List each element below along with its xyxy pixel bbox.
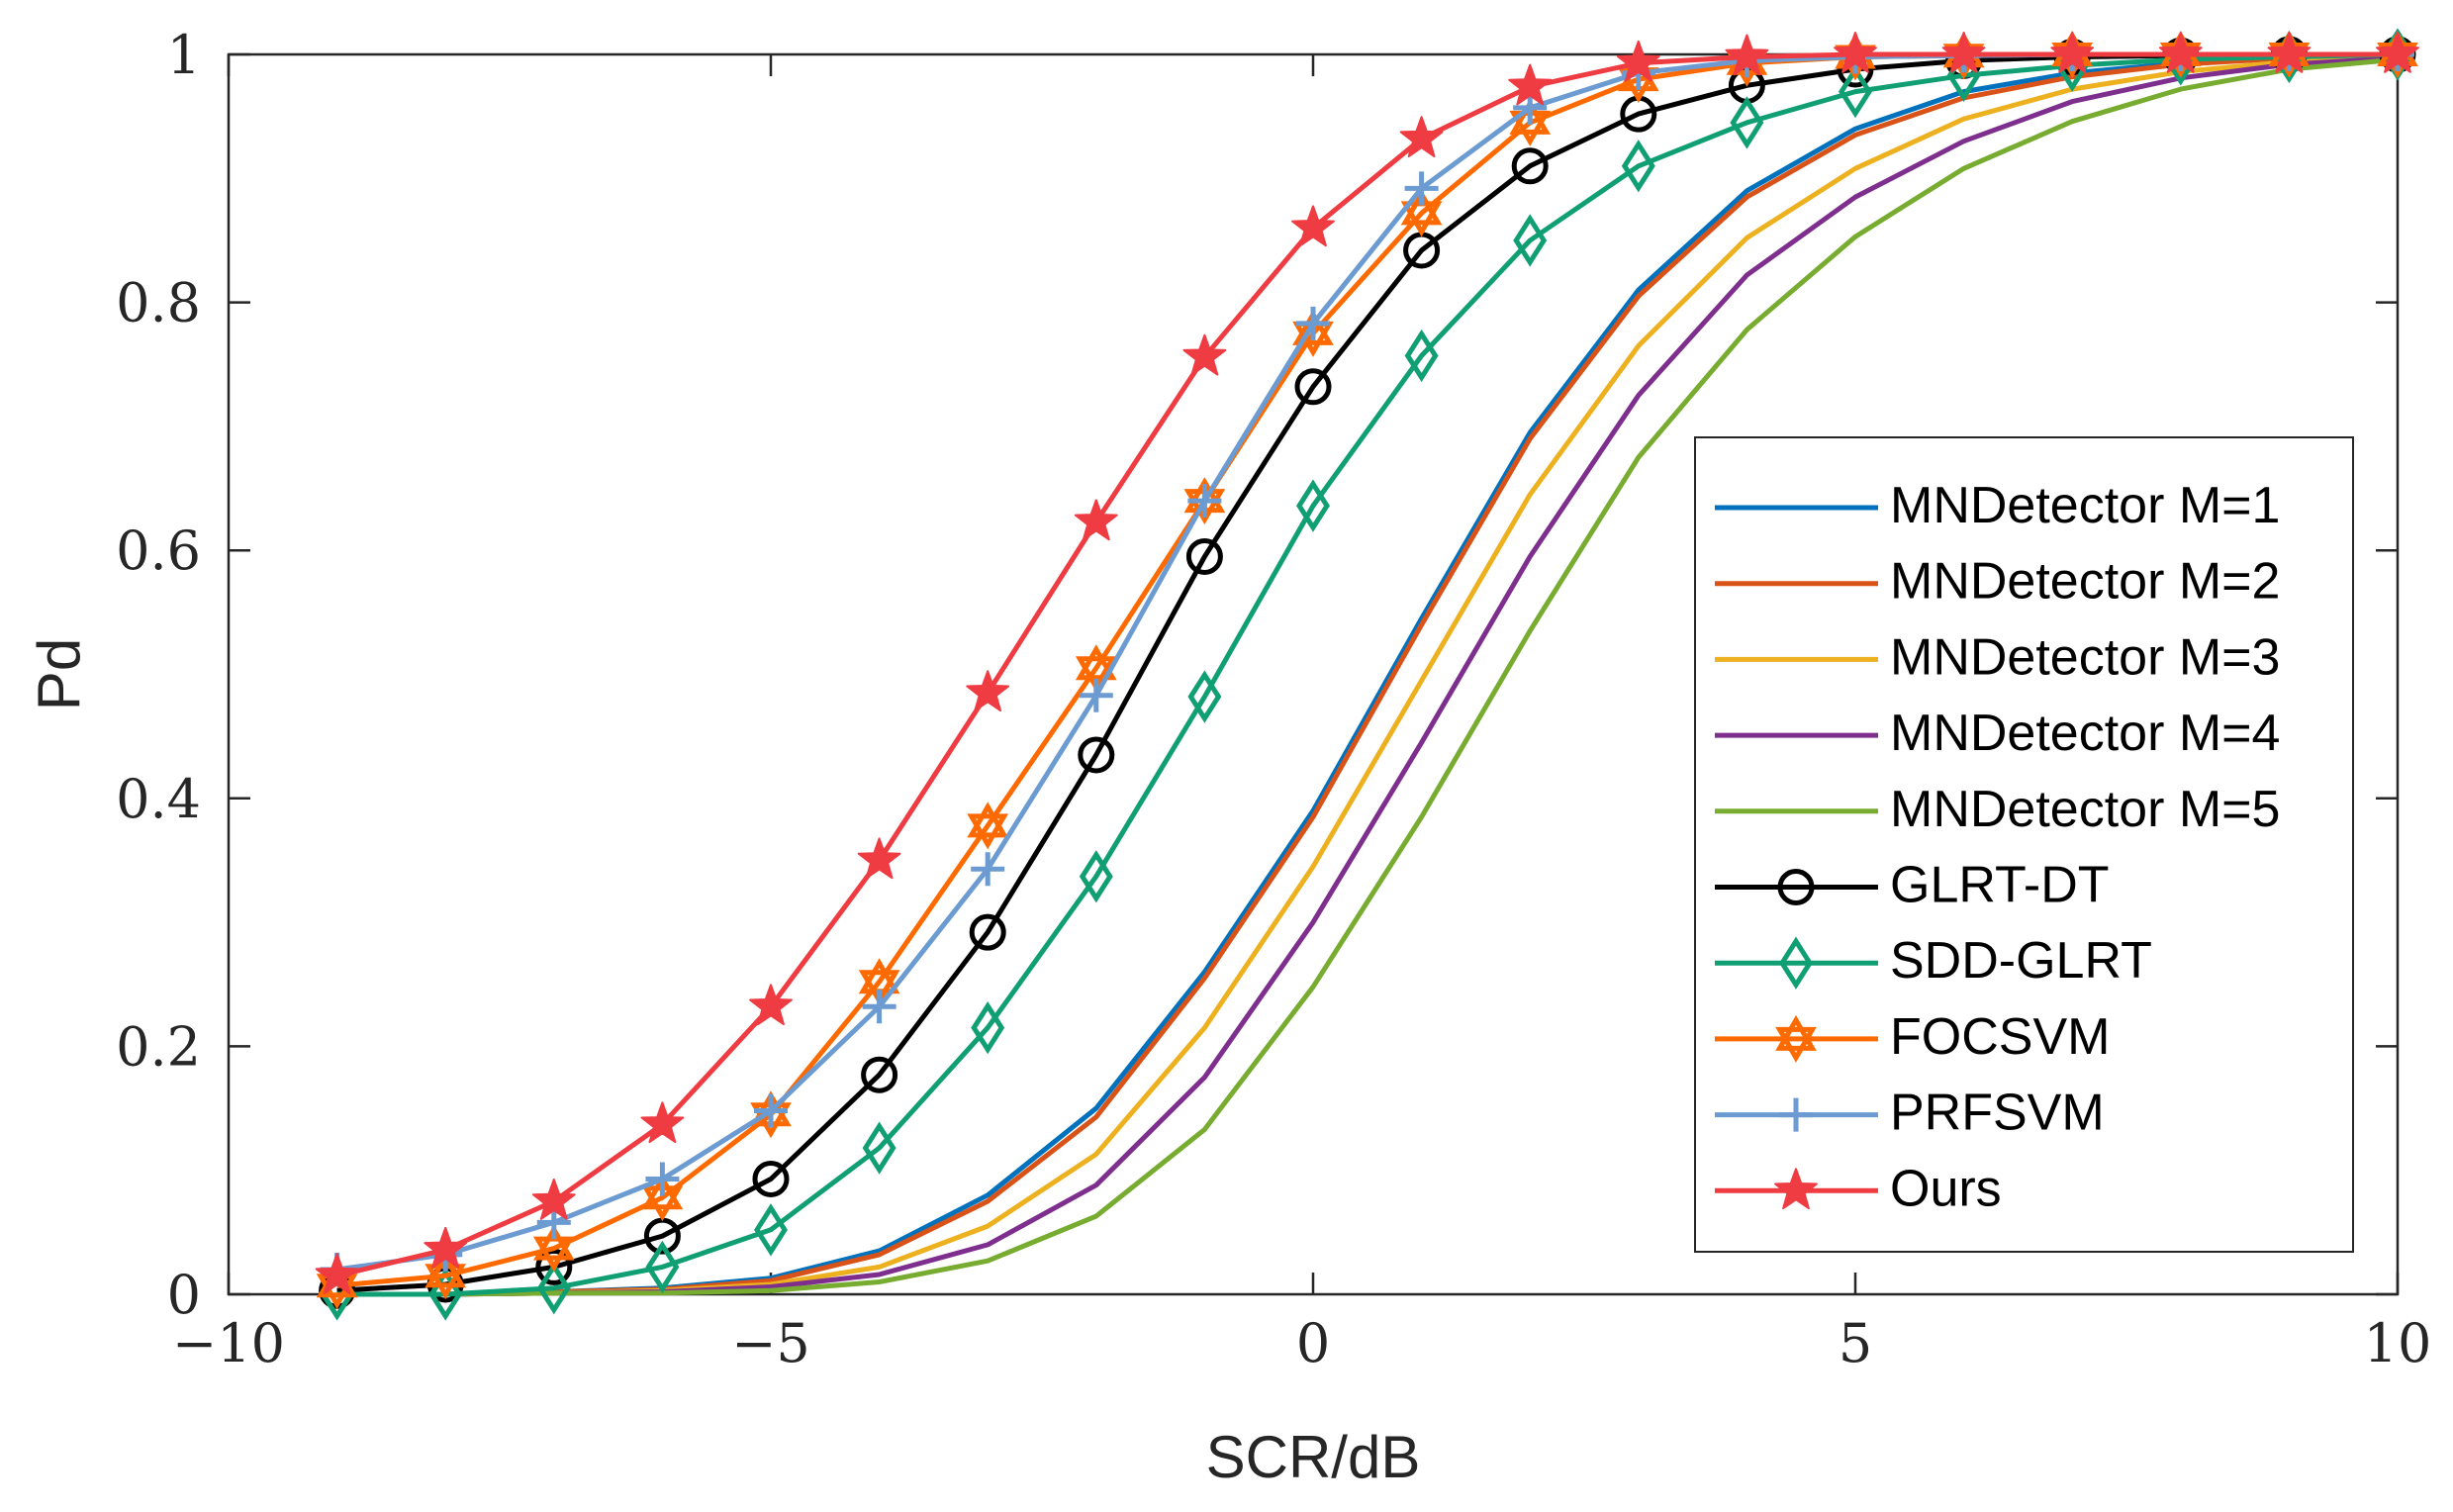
data-point-glrt-dt xyxy=(969,913,1006,951)
legend-item-ours: Ours xyxy=(1715,1160,2002,1217)
legend-item-focsvm: FOCSVM xyxy=(1715,1008,2110,1066)
data-point-sdd-glrt xyxy=(1296,479,1330,532)
data-point-sdd-glrt xyxy=(754,1203,788,1257)
data-point-sdd-glrt xyxy=(645,1240,680,1294)
data-point-glrt-dt xyxy=(1185,537,1223,575)
y-tick-label: 0.6 xyxy=(116,520,201,582)
data-point-sdd-glrt xyxy=(1513,214,1548,267)
y-tick-label: 0.8 xyxy=(116,272,201,334)
series-line-ours xyxy=(336,51,2398,1278)
data-point-ours xyxy=(1834,32,1877,73)
data-point-ours xyxy=(857,837,901,880)
x-tick-label: 10 xyxy=(2364,1312,2432,1374)
data-point-prfsvm xyxy=(1296,306,1330,340)
x-tick-label: −5 xyxy=(731,1312,810,1374)
data-point-ours xyxy=(966,670,1010,712)
data-point-glrt-dt xyxy=(861,1056,898,1093)
data-point-sdd-glrt xyxy=(862,1121,896,1175)
series-line-mndetector-m-5 xyxy=(336,56,2399,1297)
data-point-ours xyxy=(531,1179,576,1220)
data-point-ours xyxy=(640,1101,685,1144)
data-point-glrt-dt xyxy=(752,1160,790,1197)
legend-marker xyxy=(1779,936,1813,990)
data-point-glrt-dt xyxy=(1294,368,1332,406)
data-point-sdd-glrt xyxy=(1079,850,1113,903)
legend-item-glrt-dt: GLRT-DT xyxy=(1715,857,2110,914)
data-point-ours xyxy=(1941,32,1986,73)
data-point-ours xyxy=(1291,205,1335,247)
x-tick-label: 0 xyxy=(1296,1312,1330,1374)
data-point-ours xyxy=(424,1226,468,1269)
data-point-prfsvm xyxy=(1079,678,1113,712)
x-axis-title: SCR/dB xyxy=(1206,1424,1421,1490)
data-point-ours xyxy=(749,984,793,1026)
data-point-glrt-dt xyxy=(1511,147,1549,185)
series-ours xyxy=(315,32,2419,1294)
legend-label: MNDetector M=5 xyxy=(1890,781,2280,838)
data-point-ours xyxy=(2267,32,2311,73)
data-point-ours xyxy=(1616,40,1660,82)
legend-label: PRFSVM xyxy=(1890,1085,2105,1142)
y-tick-label: 0.2 xyxy=(116,1015,201,1078)
data-point-ours xyxy=(1182,333,1227,376)
legend-item-mndetector-m-5: MNDetector M=5 xyxy=(1715,781,2280,838)
data-point-sdd-glrt xyxy=(971,1000,1005,1055)
data-point-glrt-dt xyxy=(535,1248,573,1285)
data-point-prfsvm xyxy=(862,990,896,1024)
data-point-prfsvm xyxy=(971,852,1005,887)
legend-label: SDD-GLRT xyxy=(1890,932,2152,990)
y-tick-label: 0.4 xyxy=(116,768,201,830)
data-point-focsvm xyxy=(1075,644,1117,693)
data-point-ours xyxy=(1508,63,1553,106)
axes-box xyxy=(227,52,2400,1296)
series-mndetector-m-5 xyxy=(336,56,2399,1297)
data-point-ours xyxy=(1074,499,1118,541)
legend-label: MNDetector M=4 xyxy=(1890,705,2280,762)
legend-item-mndetector-m-1: MNDetector M=1 xyxy=(1715,477,2280,534)
data-point-sdd-glrt xyxy=(1404,329,1439,383)
data-point-prfsvm xyxy=(754,1093,788,1128)
y-tick-label: 1 xyxy=(167,24,201,86)
legend-item-mndetector-m-4: MNDetector M=4 xyxy=(1715,705,2280,762)
legend-item-prfsvm: PRFSVM xyxy=(1715,1085,2105,1142)
data-point-ours xyxy=(1399,116,1444,157)
legend-marker xyxy=(1777,869,1815,905)
data-point-focsvm xyxy=(967,802,1009,850)
data-point-ours xyxy=(2050,32,2095,73)
legend-marker xyxy=(1779,1097,1813,1132)
legend-label: MNDetector M=2 xyxy=(1890,553,2280,611)
y-axis-title: Pd xyxy=(26,638,92,710)
legend-marker xyxy=(1775,1014,1817,1063)
data-point-prfsvm xyxy=(645,1162,680,1196)
data-point-sdd-glrt xyxy=(1730,96,1764,149)
legend-item-mndetector-m-2: MNDetector M=2 xyxy=(1715,553,2280,611)
data-point-sdd-glrt xyxy=(1187,670,1222,723)
series-line-sdd-glrt xyxy=(336,51,2399,1297)
data-point-sdd-glrt xyxy=(1839,64,1872,119)
data-point-ours xyxy=(1725,34,1769,76)
legend-item-mndetector-m-3: MNDetector M=3 xyxy=(1715,628,2280,686)
y-tick-label: 0 xyxy=(167,1264,201,1326)
data-point-prfsvm xyxy=(1404,171,1439,206)
data-point-sdd-glrt xyxy=(536,1262,571,1315)
data-point-glrt-dt xyxy=(1078,736,1115,774)
x-tick-label: 5 xyxy=(1839,1312,1872,1374)
x-tick-label: −10 xyxy=(172,1312,285,1374)
data-point-ours xyxy=(2376,32,2419,73)
legend-label: Ours xyxy=(1890,1160,2002,1217)
data-point-sdd-glrt xyxy=(1621,140,1655,193)
legend-item-sdd-glrt: SDD-GLRT xyxy=(1715,932,2152,990)
legend-label: MNDetector M=1 xyxy=(1890,477,2280,534)
legend-label: GLRT-DT xyxy=(1890,857,2110,914)
legend-label: FOCSVM xyxy=(1890,1008,2110,1066)
legend-label: MNDetector M=3 xyxy=(1890,628,2280,686)
legend-marker xyxy=(1774,1168,1818,1210)
data-point-ours xyxy=(315,1253,359,1294)
data-point-prfsvm xyxy=(1187,484,1222,519)
data-point-ours xyxy=(2158,32,2203,73)
